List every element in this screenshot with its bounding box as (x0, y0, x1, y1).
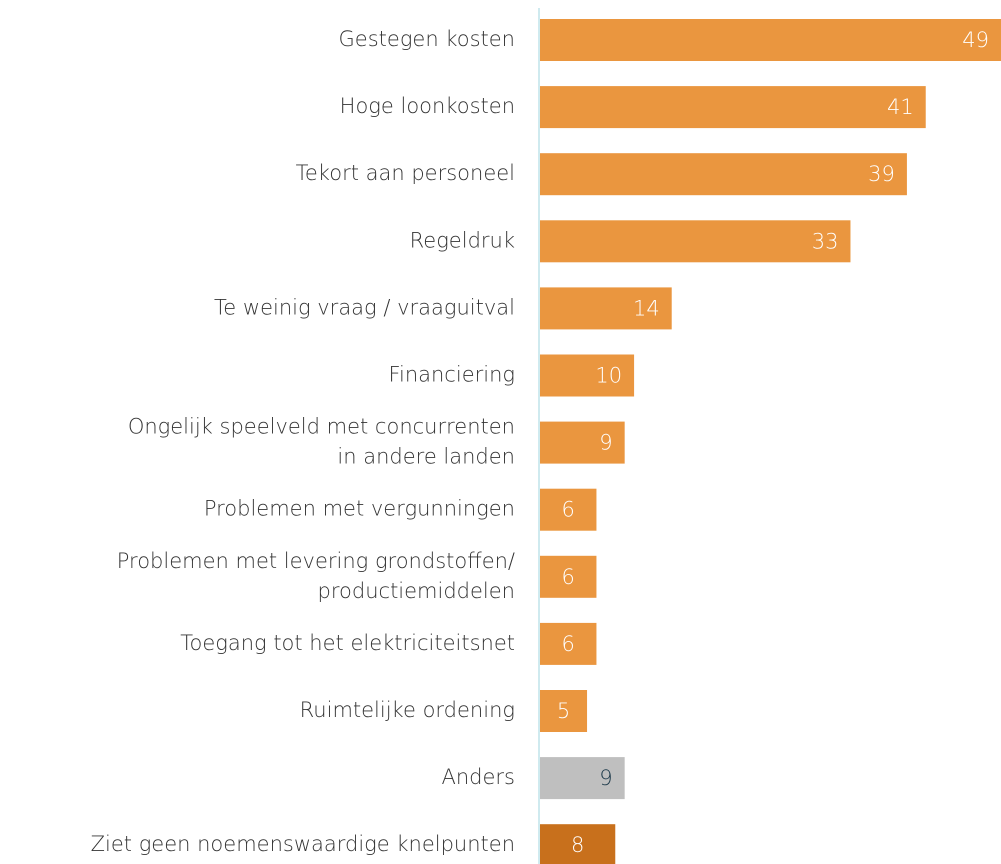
bar (540, 287, 672, 330)
category-label: Problemen met levering grondstoffen/ (117, 549, 515, 573)
bar (540, 153, 907, 196)
bar (540, 354, 635, 397)
value-label: 6 (562, 498, 575, 522)
category-label: Ongelijk speelveld met concurrenten (128, 415, 515, 439)
value-label: 6 (562, 632, 575, 656)
bar (540, 19, 1001, 61)
value-label: 49 (962, 28, 989, 52)
value-label: 33 (812, 229, 839, 253)
value-label: 39 (868, 162, 895, 186)
bar (540, 757, 625, 800)
category-label: Financiering (388, 363, 515, 387)
category-label: Ziet geen noemenswaardige knelpunten (91, 832, 515, 856)
category-label: Problemen met vergunningen (204, 497, 515, 521)
bar (540, 421, 625, 464)
value-label: 9 (599, 431, 612, 455)
bar (540, 86, 926, 129)
category-label: Te weinig vraag / vraaguitval (214, 295, 515, 319)
bar (540, 622, 597, 665)
value-label: 8 (571, 833, 584, 857)
value-label: 41 (887, 95, 914, 119)
value-label: 5 (557, 699, 570, 723)
category-label: Tekort aan personeel (296, 161, 515, 185)
value-label: 10 (595, 364, 622, 388)
category-label: Anders (442, 765, 516, 789)
bar (540, 824, 616, 864)
category-label: Toegang tot het elektriciteitsnet (180, 631, 515, 655)
category-label: Ruimtelijke ordening (300, 698, 515, 722)
value-label: 9 (599, 766, 612, 790)
category-label: productiemiddelen (318, 579, 515, 603)
bar (540, 555, 597, 598)
category-label: Hoge loonkosten (340, 94, 515, 118)
value-label: 6 (562, 565, 575, 589)
bar (540, 220, 851, 263)
bar (540, 488, 597, 531)
category-label: Regeldruk (410, 228, 515, 252)
category-label: in andere landen (337, 445, 515, 469)
bar (540, 690, 588, 732)
value-label: 14 (633, 296, 660, 320)
category-label: Gestegen kosten (339, 27, 515, 51)
